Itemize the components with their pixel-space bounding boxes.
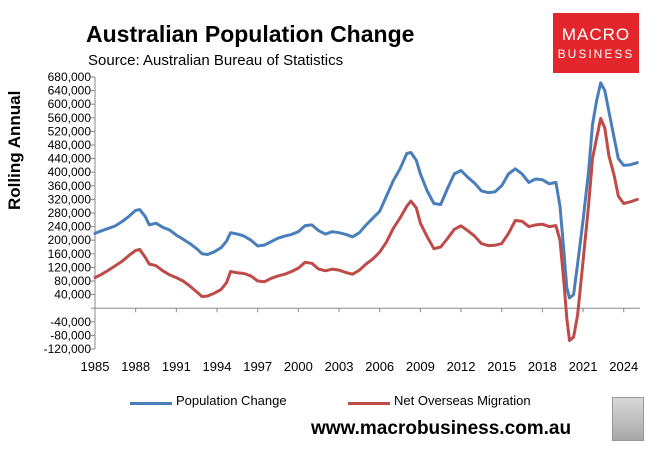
y-tick-label: 120,000 xyxy=(48,260,92,274)
macrobusiness-logo: MACRO BUSINESS xyxy=(553,13,639,73)
y-tick-label: 40,000 xyxy=(54,288,91,302)
x-tick-label: 1994 xyxy=(203,359,232,374)
x-tick-label: 2000 xyxy=(284,359,313,374)
x-tick-label: 2012 xyxy=(447,359,476,374)
x-tick-label: 1997 xyxy=(243,359,272,374)
y-tick-label: 360,000 xyxy=(48,179,92,193)
website-url: www.macrobusiness.com.au xyxy=(311,418,572,439)
chart-title: Australian Population Change xyxy=(86,21,415,47)
chart-subtitle: Source: Australian Bureau of Statistics xyxy=(88,52,344,69)
y-tick-label: 480,000 xyxy=(48,138,92,152)
y-tick-label: 520,000 xyxy=(48,124,92,138)
x-tick-label: 1985 xyxy=(81,359,110,374)
x-tick-label: 2015 xyxy=(487,359,516,374)
series-line-population-change xyxy=(93,81,639,300)
y-tick-label: -40,000 xyxy=(50,315,91,329)
y-tick-label: 280,000 xyxy=(48,206,92,220)
legend-label-migration: Net Overseas Migration xyxy=(394,393,531,408)
wolf-icon xyxy=(612,397,644,441)
y-tick-label: 680,000 xyxy=(48,70,92,84)
x-tick-label: 2018 xyxy=(528,359,557,374)
y-tick-label: 160,000 xyxy=(48,247,92,261)
y-tick-label: 240,000 xyxy=(48,220,92,234)
legend-swatch-migration xyxy=(348,402,390,405)
logo-line-2: BUSINESS xyxy=(557,47,635,61)
x-tick-label: 1991 xyxy=(162,359,191,374)
y-tick-label: 560,000 xyxy=(48,111,92,125)
x-tick-label: 2024 xyxy=(609,359,638,374)
y-tick-label: 600,000 xyxy=(48,97,92,111)
series-line-net-overseas-migration xyxy=(93,117,639,342)
x-tick-label: 2009 xyxy=(406,359,435,374)
y-tick-label: 320,000 xyxy=(48,192,92,206)
y-tick-label: -120,000 xyxy=(44,342,92,356)
legend-label-population: Population Change xyxy=(176,393,287,408)
x-tick-label: 2003 xyxy=(325,359,354,374)
x-tick-label: 2006 xyxy=(365,359,394,374)
x-tick-label: 1988 xyxy=(121,359,150,374)
legend-swatch-population xyxy=(130,402,172,405)
y-tick-label: 80,000 xyxy=(54,274,91,288)
x-tick-label: 2021 xyxy=(569,359,598,374)
y-tick-label: 400,000 xyxy=(48,165,92,179)
y-tick-label: -80,000 xyxy=(50,328,91,342)
logo-line-1: MACRO xyxy=(561,25,631,44)
y-tick-label: 440,000 xyxy=(48,152,92,166)
y-tick-label: 200,000 xyxy=(48,233,92,247)
y-tick-label: 640,000 xyxy=(48,84,92,98)
